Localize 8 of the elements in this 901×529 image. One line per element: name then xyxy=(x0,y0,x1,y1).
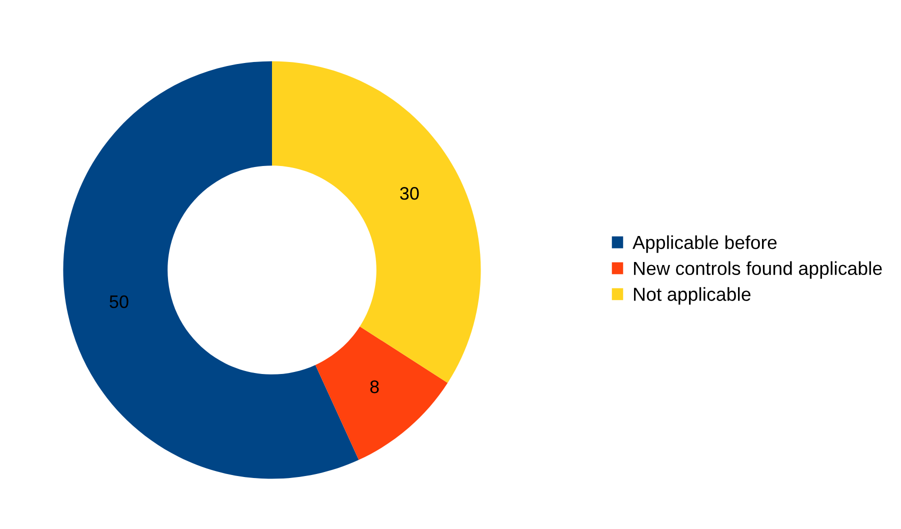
data-label: 8 xyxy=(370,380,379,394)
donut-slice xyxy=(63,61,359,479)
legend-label: New controls found applicable xyxy=(634,261,882,279)
data-label: 50 xyxy=(110,295,128,308)
donut-slice xyxy=(315,326,448,460)
legend-label: Not applicable xyxy=(634,287,750,305)
data-label: 30 xyxy=(400,187,419,200)
legend-label: Applicable before xyxy=(632,235,777,253)
